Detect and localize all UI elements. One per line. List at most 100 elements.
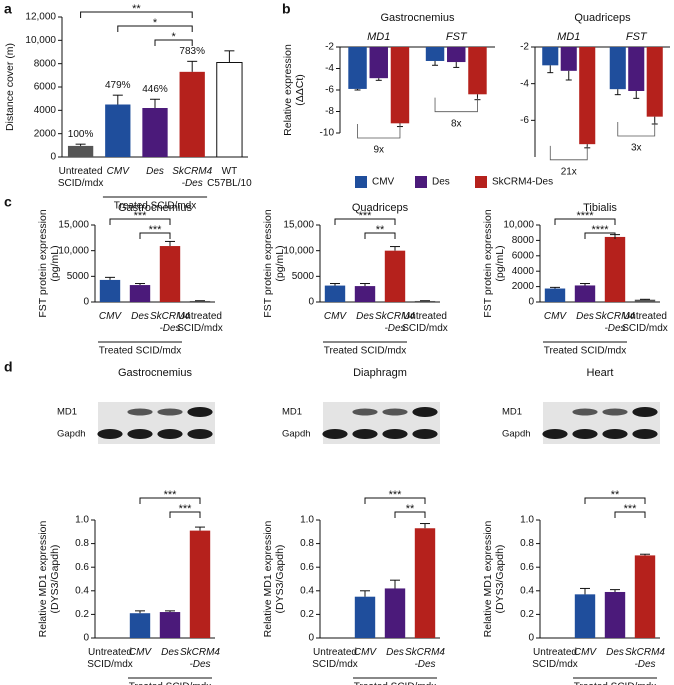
y-tick-label: -6 — [520, 115, 529, 126]
x-tick-label: Des — [146, 166, 164, 177]
significance-bracket — [154, 39, 193, 46]
x-tick-label: Des — [356, 311, 374, 322]
significance-label: *** — [134, 210, 148, 222]
y-tick-label: 2000 — [34, 128, 57, 139]
x-tick-label: Des — [606, 647, 624, 658]
significance-bracket — [364, 232, 396, 239]
group-label: Treated SCID/mdx — [324, 346, 406, 357]
y-tick-label: 10,000 — [283, 245, 314, 256]
significance-label: **** — [591, 224, 609, 236]
y-tick-label: 15,000 — [58, 220, 89, 231]
y-axis-label: FST protein expression — [37, 209, 49, 318]
x-tick-label: Des — [131, 311, 149, 322]
significance-bracket — [584, 497, 646, 504]
group-label: Treated SCID/mdx — [114, 201, 196, 212]
y-axis-label: Relative MD1 expression — [262, 520, 274, 637]
fold-bracket — [617, 122, 656, 137]
x-tick-label: Des — [161, 647, 179, 658]
y-tick-label: 10,000 — [58, 245, 89, 256]
significance-bracket — [554, 218, 616, 225]
panel-label: c — [4, 194, 12, 210]
chart-title: Tibialis — [583, 202, 617, 214]
bar — [216, 62, 243, 158]
fold-label: 8x — [451, 118, 462, 129]
bar — [99, 279, 121, 302]
y-tick-label: 4000 — [512, 266, 535, 277]
y-tick-label: 0.2 — [300, 609, 314, 620]
blot-band — [352, 429, 378, 439]
y-axis-label: (pg/mL) — [494, 245, 506, 281]
y-tick-label: 8000 — [34, 58, 57, 69]
y-tick-label: 0 — [50, 152, 56, 163]
blot-row-label: Gapdh — [282, 429, 311, 440]
blot-band — [602, 408, 628, 416]
blot-band — [157, 429, 183, 439]
bar — [425, 47, 445, 61]
blot-band — [412, 429, 438, 439]
significance-bracket — [139, 232, 171, 239]
significance-label: *** — [164, 489, 178, 501]
bar — [189, 530, 211, 638]
blot-row-label: Gapdh — [57, 429, 86, 440]
bar — [354, 286, 376, 302]
blot-band — [322, 429, 348, 439]
bar — [324, 285, 346, 302]
blot-band — [412, 407, 438, 417]
y-tick-label: 10,000 — [503, 220, 534, 231]
bar — [634, 299, 656, 302]
y-axis-label: FST protein expression — [262, 209, 274, 318]
x-tick-label: Untreated SCID/mdx — [532, 647, 578, 670]
y-axis-label: Relative MD1 expression — [37, 520, 49, 637]
y-tick-label: 15,000 — [283, 220, 314, 231]
x-tick-label: Untreated SCID/mdx — [402, 311, 448, 334]
y-tick-label: 0.8 — [75, 538, 89, 549]
bar — [189, 300, 211, 302]
bar — [414, 300, 436, 302]
significance-label: **** — [576, 210, 594, 222]
bar — [129, 613, 151, 638]
category-label: MD1 — [367, 31, 390, 43]
y-tick-label: -2 — [520, 42, 529, 53]
y-tick-label: 1.0 — [75, 515, 89, 526]
bar — [179, 71, 205, 157]
x-tick-label: CMV — [129, 647, 153, 658]
bar — [468, 47, 487, 95]
y-tick-label: -6 — [325, 85, 334, 96]
x-tick-label: Untreated SCID/mdx — [87, 647, 133, 670]
significance-label: ** — [376, 224, 385, 236]
blot-band — [157, 408, 183, 416]
bar — [634, 555, 656, 638]
y-tick-label: 10,000 — [25, 35, 56, 46]
y-axis-label: (pg/mL) — [274, 245, 286, 281]
x-tick-label: Des — [576, 311, 594, 322]
significance-label: * — [153, 17, 158, 29]
blot-row-label: MD1 — [57, 407, 77, 418]
y-axis-label: Relative expression — [282, 44, 294, 136]
bar — [159, 246, 181, 302]
y-axis-label: Relative MD1 expression — [482, 520, 494, 637]
significance-label: *** — [624, 503, 638, 515]
y-tick-label: -8 — [325, 106, 334, 117]
chart-title: Gastrocnemius — [381, 12, 455, 24]
x-tick-label: Des — [386, 647, 404, 658]
blot-band — [187, 407, 213, 417]
x-tick-label: CMV — [354, 647, 378, 658]
group-label: Treated SCID/mdx — [574, 682, 656, 685]
significance-label: *** — [179, 503, 193, 515]
bar-annotation: 446% — [142, 84, 168, 95]
x-tick-label: CMV — [574, 647, 598, 658]
y-tick-label: -4 — [325, 63, 334, 74]
y-tick-label: 0.6 — [520, 562, 534, 573]
bar — [129, 285, 151, 302]
y-axis-label: FST protein expression — [482, 209, 494, 318]
legend-swatch — [355, 176, 367, 188]
y-tick-label: -4 — [520, 78, 529, 89]
x-tick-label: SkCRM4 -Des — [150, 311, 190, 334]
significance-label: *** — [389, 489, 403, 501]
significance-bracket — [169, 511, 201, 518]
blot-row-label: MD1 — [502, 407, 522, 418]
bar — [369, 47, 388, 79]
group-label: Treated SCID/mdx — [354, 682, 436, 685]
x-tick-label: Untreated SCID/mdx — [622, 311, 668, 334]
